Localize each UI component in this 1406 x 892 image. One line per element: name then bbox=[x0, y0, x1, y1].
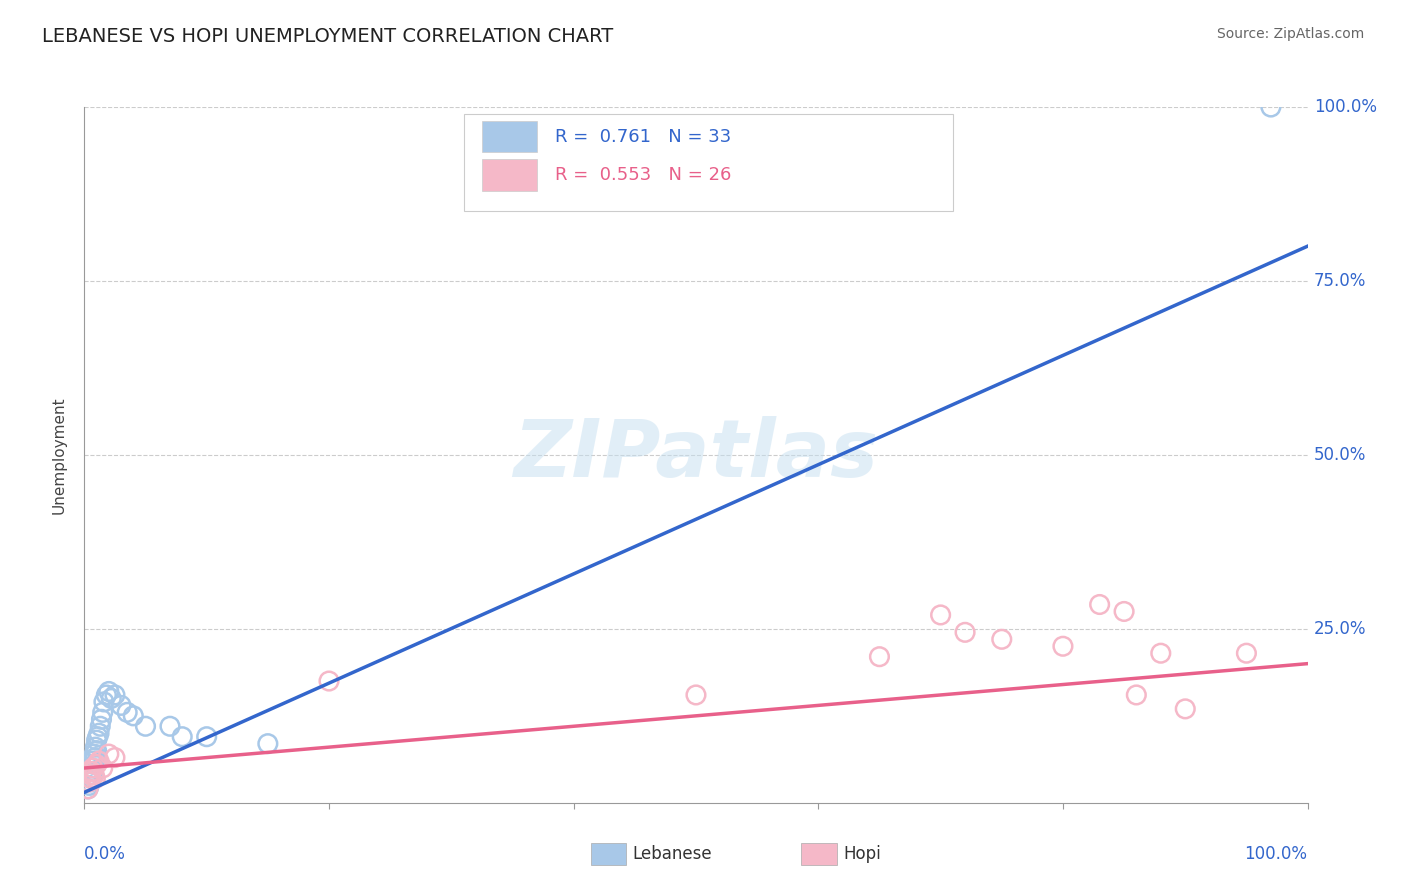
Point bbox=[1260, 100, 1282, 114]
Point bbox=[93, 695, 115, 709]
Point bbox=[172, 730, 194, 744]
Text: 0.0%: 0.0% bbox=[84, 845, 127, 863]
Point bbox=[100, 691, 122, 706]
Point bbox=[122, 708, 145, 723]
Point bbox=[195, 730, 218, 744]
Point bbox=[83, 747, 105, 761]
Point bbox=[84, 750, 107, 764]
Point bbox=[80, 761, 103, 775]
Point bbox=[84, 772, 107, 786]
Point bbox=[82, 764, 104, 779]
Point bbox=[86, 744, 108, 758]
Point bbox=[1174, 702, 1197, 716]
Text: Hopi: Hopi bbox=[844, 845, 882, 863]
Point bbox=[79, 768, 101, 782]
Point bbox=[1125, 688, 1147, 702]
Text: R =  0.761   N = 33: R = 0.761 N = 33 bbox=[555, 128, 731, 146]
Point bbox=[104, 750, 127, 764]
Text: ZIPatlas: ZIPatlas bbox=[513, 416, 879, 494]
Point bbox=[97, 684, 120, 698]
Text: LEBANESE VS HOPI UNEMPLOYMENT CORRELATION CHART: LEBANESE VS HOPI UNEMPLOYMENT CORRELATIO… bbox=[42, 27, 613, 45]
Point bbox=[869, 649, 891, 664]
Point bbox=[89, 719, 111, 733]
FancyBboxPatch shape bbox=[464, 114, 953, 211]
Point bbox=[929, 607, 952, 622]
Point bbox=[80, 764, 103, 779]
Point bbox=[83, 768, 105, 782]
Text: 25.0%: 25.0% bbox=[1313, 620, 1367, 638]
Point bbox=[1150, 646, 1173, 660]
Point bbox=[84, 740, 107, 755]
Text: 75.0%: 75.0% bbox=[1313, 272, 1367, 290]
Point bbox=[77, 775, 100, 789]
Point bbox=[115, 706, 138, 720]
Point bbox=[104, 688, 127, 702]
Point bbox=[318, 674, 340, 689]
Point bbox=[86, 733, 108, 747]
Point bbox=[953, 625, 976, 640]
Point bbox=[110, 698, 132, 713]
Point bbox=[1114, 605, 1136, 619]
Y-axis label: Unemployment: Unemployment bbox=[51, 396, 66, 514]
Point bbox=[82, 761, 104, 775]
Point bbox=[77, 778, 100, 792]
Point bbox=[79, 772, 101, 786]
Point bbox=[79, 768, 101, 782]
Point bbox=[685, 688, 707, 702]
Point bbox=[91, 706, 114, 720]
Text: 50.0%: 50.0% bbox=[1313, 446, 1367, 464]
Point bbox=[97, 747, 120, 761]
Point bbox=[1052, 639, 1074, 653]
FancyBboxPatch shape bbox=[482, 121, 537, 153]
Point bbox=[1088, 598, 1111, 612]
Point bbox=[91, 761, 114, 775]
Point bbox=[86, 757, 108, 772]
Text: Source: ZipAtlas.com: Source: ZipAtlas.com bbox=[1216, 27, 1364, 41]
Point bbox=[90, 712, 112, 726]
Point bbox=[77, 781, 100, 796]
Point bbox=[80, 772, 103, 786]
Text: 100.0%: 100.0% bbox=[1313, 98, 1376, 116]
Point bbox=[135, 719, 157, 733]
Point bbox=[1234, 646, 1257, 660]
Point bbox=[990, 632, 1012, 647]
Text: Lebanese: Lebanese bbox=[633, 845, 713, 863]
Point bbox=[159, 719, 181, 733]
Point bbox=[87, 726, 110, 740]
Point bbox=[83, 757, 105, 772]
Text: R =  0.553   N = 26: R = 0.553 N = 26 bbox=[555, 166, 731, 185]
Point bbox=[77, 781, 100, 796]
Point bbox=[96, 688, 118, 702]
Text: 100.0%: 100.0% bbox=[1244, 845, 1308, 863]
Point bbox=[87, 730, 110, 744]
Point bbox=[87, 754, 110, 768]
Point bbox=[79, 775, 101, 789]
Point bbox=[257, 737, 280, 751]
Point bbox=[82, 754, 104, 768]
FancyBboxPatch shape bbox=[482, 159, 537, 191]
